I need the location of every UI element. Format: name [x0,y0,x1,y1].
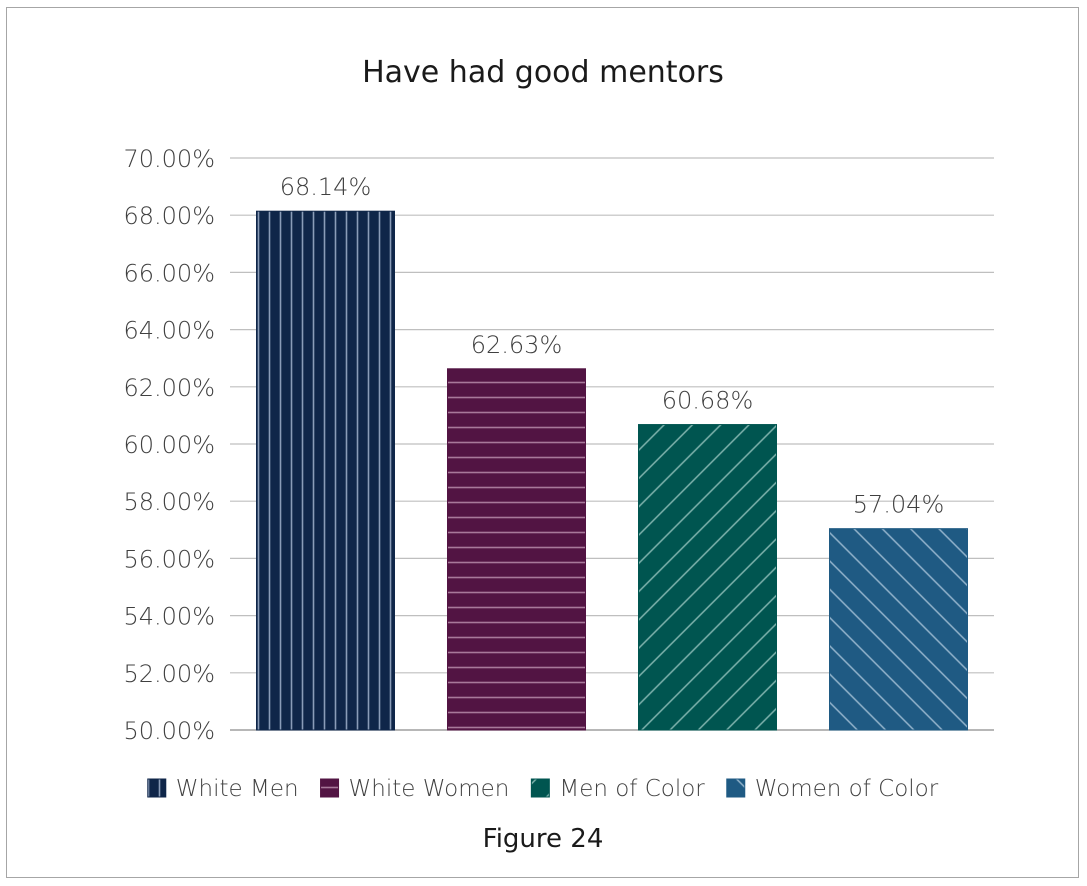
data-label: 68.14% [280,173,372,201]
y-tick-label: 70.00% [123,145,215,173]
chart-title: Have had good mentors [362,55,724,90]
bars [256,210,968,731]
legend-swatch [530,778,550,798]
data-label: 60.68% [662,387,754,415]
bar-white-men [256,210,395,731]
bar-men-of-color [638,424,777,731]
legend: White Men White Women Men of Color Women of… [147,776,939,802]
y-tick-label: 66.00% [123,259,215,287]
figure-caption: Figure 24 [483,824,604,854]
y-tick-label: 50.00% [123,717,215,745]
data-label: 57.04% [853,491,945,519]
legend-label: Men of Color [559,776,705,802]
bar-women-of-color [829,528,968,731]
y-tick-label: 52.00% [123,660,215,688]
legend-label: White Men [176,776,299,802]
legend-swatch [320,778,340,798]
bar-white-women [447,368,586,731]
y-tick-label: 68.00% [123,202,215,230]
y-tick-label: 64.00% [123,317,215,345]
y-axis-tick-labels: 50.00% 52.00% 54.00% 56.00% 58.00% 60.00% 62.0… [123,145,215,745]
y-tick-label: 60.00% [123,431,215,459]
y-tick-label: 58.00% [123,488,215,516]
legend-swatch [726,778,746,798]
legend-label: Women of Color [755,776,939,802]
data-labels: 68.14% 62.63% 60.68% 57.04% [280,173,945,518]
legend-label: White Women [349,776,510,802]
y-tick-label: 56.00% [123,545,215,573]
legend-swatch [147,778,167,798]
y-tick-label: 54.00% [123,603,215,631]
data-label: 62.63% [471,331,563,359]
y-tick-label: 62.00% [123,374,215,402]
